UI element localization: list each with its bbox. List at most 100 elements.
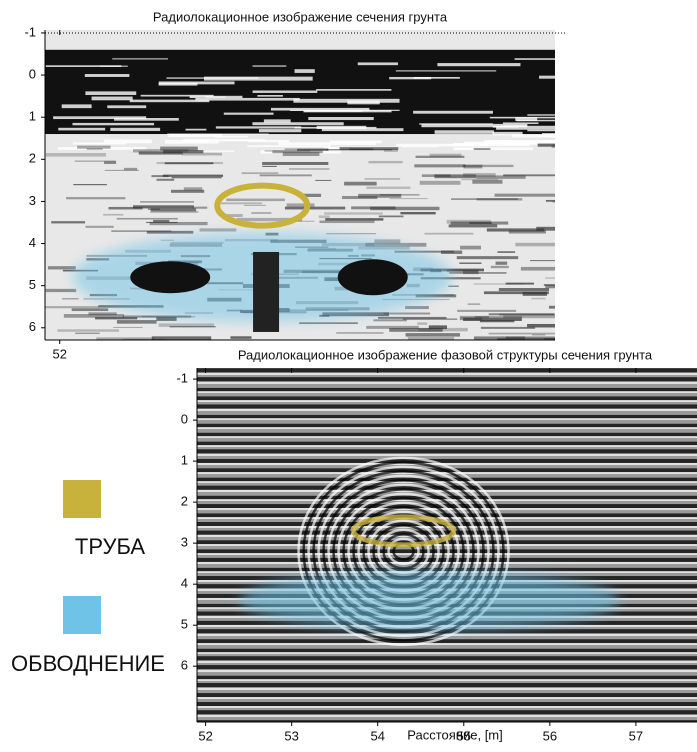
phase-stripe (197, 656, 697, 661)
radar-streak (123, 167, 138, 171)
radar-streak (451, 198, 518, 200)
x-tick-label: 54 (370, 728, 384, 743)
radar-streak (424, 232, 474, 235)
radar-streak (358, 193, 402, 198)
phase-stripe (197, 639, 697, 644)
radar-streak (58, 127, 106, 131)
radar-streak (298, 193, 322, 197)
radar-streak (414, 164, 466, 168)
chart-title: Радиолокационное изображение фазовой стр… (238, 347, 653, 362)
phase-arc (312, 470, 495, 633)
radar-streak (133, 205, 194, 209)
phase-stripe (197, 373, 697, 375)
phase-stripe (197, 504, 697, 509)
radar-streak (496, 125, 555, 130)
radar-streak (251, 212, 272, 214)
radar-streak (488, 313, 555, 316)
radar-streak (413, 110, 493, 114)
radar-streak (349, 148, 374, 151)
y-tick-label: -1 (176, 371, 188, 386)
phase-stripe (197, 427, 697, 429)
radar-streak (214, 135, 249, 138)
radar-streak (473, 283, 524, 285)
radar-streak (449, 272, 507, 274)
radar-streak (383, 149, 398, 152)
radar-streak (543, 284, 555, 286)
radar-streak (368, 160, 403, 164)
radar-streak (344, 181, 377, 186)
radar-streak (248, 139, 290, 143)
radar-streak (116, 320, 157, 324)
radar-streak (252, 90, 318, 93)
y-tick-label: 1 (181, 453, 188, 468)
radar-streak (459, 315, 489, 319)
dark-lobe (130, 261, 211, 294)
radar-streak (252, 65, 287, 67)
radar-streak (258, 129, 302, 133)
radar-streak (107, 105, 147, 109)
radar-streak (315, 179, 332, 181)
phase-stripe (197, 567, 697, 572)
radar-streak (527, 323, 555, 328)
phase-stripe (197, 652, 697, 654)
radar-streak (150, 211, 199, 213)
phase-stripe (197, 688, 697, 690)
radar-streak (293, 98, 400, 103)
y-tick-label: 5 (181, 617, 188, 632)
radar-streak (325, 218, 384, 221)
phase-stripe (197, 675, 697, 680)
radar-streak (484, 140, 555, 144)
radar-streak (216, 341, 236, 343)
radar-streak (96, 337, 155, 340)
pipe-zone (214, 182, 311, 229)
radar-streak (110, 127, 161, 131)
radar-streak (316, 89, 392, 91)
radar-streak (459, 317, 483, 321)
y-tick-label: 4 (181, 576, 188, 591)
radar-streak (104, 139, 152, 144)
phase-stripe (197, 549, 697, 554)
radar-streak (247, 145, 332, 148)
x-tick-label: 55 (457, 728, 471, 743)
radar-streak (464, 141, 515, 145)
radar-streak (472, 179, 503, 184)
radar-streak (536, 226, 555, 231)
radar-streak (515, 242, 555, 247)
radar-streak (329, 140, 382, 144)
radar-streak (394, 250, 455, 253)
phase-stripe (197, 710, 697, 715)
radar-streak (420, 268, 484, 272)
radar-streak (181, 152, 223, 156)
radar-streak (545, 277, 555, 279)
radar-streak (453, 147, 534, 151)
radar-streak (336, 332, 384, 334)
radar-streak (459, 262, 482, 264)
radar-streak (378, 215, 404, 218)
radar-streak (456, 256, 519, 260)
radar-streak (488, 332, 555, 335)
radar-streak (259, 174, 312, 177)
radar-streak (138, 151, 183, 155)
radar-streak (418, 327, 468, 332)
x-tick-label: 52 (198, 728, 212, 743)
radar-streak (183, 187, 203, 191)
radar-streak (146, 221, 178, 224)
radar-streak (171, 189, 205, 193)
phase-stripe (197, 368, 697, 373)
radar-streak (62, 297, 79, 300)
radar-streak (502, 122, 539, 125)
radar-image (197, 368, 697, 722)
radar-streak (545, 199, 555, 202)
phase-stripe (197, 634, 697, 636)
radar-streak (168, 133, 223, 138)
phase-stripe (197, 377, 697, 382)
radar-streak (47, 266, 76, 270)
radar-streak (150, 208, 197, 212)
radar-streak (434, 174, 477, 179)
radar-streak (434, 130, 494, 134)
phase-stripe (197, 643, 697, 645)
radar-streak (453, 143, 531, 147)
radar-streak (257, 94, 283, 97)
radar-streak (511, 134, 555, 138)
